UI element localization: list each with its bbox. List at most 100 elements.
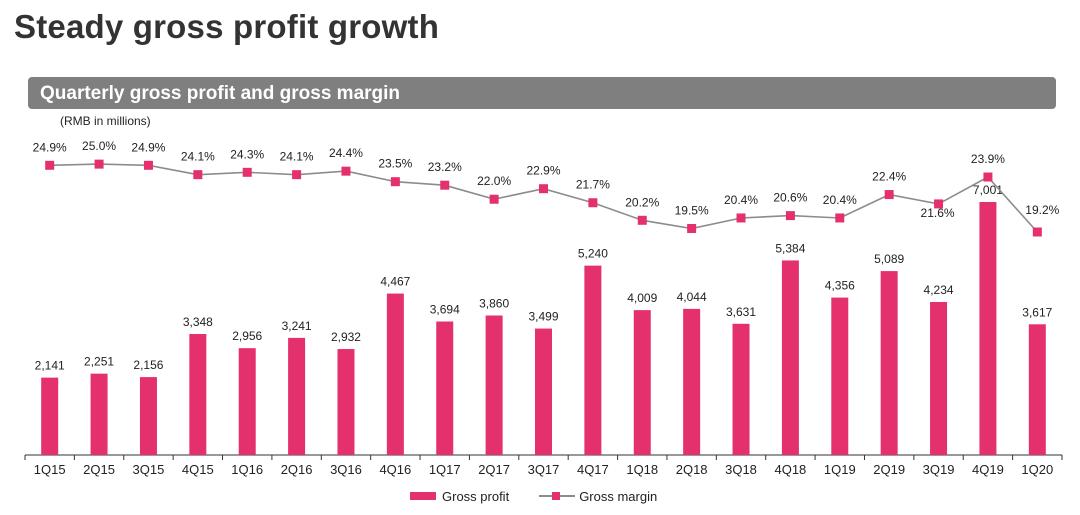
gross-profit-value-label: 4,467 [380,275,410,289]
gross-profit-value-label: 2,156 [133,358,163,372]
gross-profit-bar [633,310,651,455]
gross-margin-value-label: 22.4% [872,170,906,184]
gross-profit-value-label: 5,240 [578,247,608,261]
gross-margin-marker [143,160,153,170]
x-tick-label: 3Q17 [528,462,560,477]
gross-margin-marker [983,172,993,182]
x-tick-label: 2Q16 [281,462,313,477]
section-title: Quarterly gross profit and gross margin [40,83,401,104]
gross-profit-value-label: 3,241 [282,319,312,333]
gross-profit-bar [584,265,602,455]
legend-marker [552,492,561,500]
gross-profit-value-label: 2,141 [35,359,65,373]
gross-margin-marker [242,167,252,177]
x-tick-label: 2Q15 [83,462,115,477]
gross-profit-value-label: 4,356 [825,279,855,293]
gross-margin-marker [390,177,400,187]
gross-margin-marker [687,223,697,233]
x-tick-label: 2Q18 [676,462,708,477]
x-tick-label: 4Q18 [774,462,806,477]
gross-profit-bar [386,293,404,455]
gross-profit-value-label: 3,499 [528,310,558,324]
gross-margin-value-label: 25.0% [82,139,116,153]
x-tick-label: 4Q19 [972,462,1004,477]
gross-margin-value-label: 20.2% [625,195,659,209]
gross-margin-marker [489,194,499,204]
x-tick-label: 3Q18 [725,462,757,477]
gross-margin-marker [539,184,548,194]
x-tick-label: 3Q15 [133,462,165,477]
gross-profit-bar [979,202,997,455]
x-tick-label: 4Q17 [577,462,609,477]
legend-gross-margin-label: Gross margin [579,488,658,504]
legend-line-swatch [539,491,576,501]
gross-margin-marker [785,211,795,221]
gross-margin-marker [45,160,55,170]
legend-gross-profit-label: Gross profit [442,488,510,504]
x-tick-label: 1Q16 [231,462,263,477]
gross-profit-bar [781,260,799,455]
gross-profit-value-label: 3,860 [479,297,509,311]
gross-profit-value-label: 3,631 [726,305,756,319]
gross-margin-value-label: 20.4% [823,193,857,207]
x-tick-label: 1Q15 [34,462,66,477]
x-tick-label: 3Q19 [923,462,955,477]
gross-profit-value-label: 3,348 [183,315,213,329]
gross-margin-value-label: 24.9% [33,140,67,154]
page-title: Steady gross profit growth [14,8,440,45]
gross-margin-value-label: 23.9% [971,152,1005,166]
gross-profit-bar [1028,324,1046,455]
x-tick-label: 1Q18 [626,462,658,477]
gross-margin-value-label: 23.2% [428,160,462,174]
gross-margin-value-label: 22.9% [526,164,560,178]
x-tick-label: 1Q19 [824,462,856,477]
gross-margin-marker [94,159,104,169]
gross-profit-bar [485,315,503,455]
gross-margin-value-label: 19.2% [1025,203,1059,217]
gross-margin-marker [1032,227,1042,237]
gross-profit-value-label: 5,384 [775,241,805,255]
gross-margin-marker [193,170,203,180]
gross-margin-value-label: 20.6% [773,191,807,205]
unit-note: (RMB in millions) [60,114,151,128]
x-tick-label: 2Q17 [478,462,510,477]
x-tick-label: 3Q16 [330,462,362,477]
gross-profit-value-label: 4,009 [627,291,657,305]
gross-profit-bar [436,321,454,455]
gross-profit-value-label: 3,694 [430,303,460,317]
gross-profit-value-label: 4,044 [677,290,707,304]
gross-margin-value-label: 21.7% [576,178,610,192]
section-header-bar: Quarterly gross profit and gross margin [28,77,1056,109]
chart-legend: Gross profit Gross margin [410,487,657,505]
gross-margin-marker [835,213,845,223]
gross-profit-value-label: 5,089 [874,252,904,266]
gross-margin-marker [440,180,450,190]
x-tick-label: 4Q15 [182,462,214,477]
gross-profit-bar [90,373,108,455]
gross-margin-value-label: 21.6% [921,206,955,220]
gross-margin-marker [292,170,302,180]
x-tick-label: 4Q16 [379,462,411,477]
gross-margin-value-label: 24.3% [230,147,264,161]
gross-profit-bar [535,328,552,455]
gross-margin-marker [588,198,598,208]
gross-margin-value-label: 19.5% [675,203,709,217]
gross-profit-value-label: 4,234 [924,283,954,297]
gross-profit-value-label: 3,617 [1022,305,1052,319]
gross-margin-marker [637,215,647,225]
gross-profit-bar [683,308,701,455]
gross-margin-marker [934,199,944,209]
gross-profit-bar [831,297,849,455]
gross-margin-value-label: 22.0% [477,174,511,188]
gross-profit-value-label: 2,956 [232,329,262,343]
gross-margin-value-label: 23.5% [378,157,412,171]
gross-profit-bar [288,337,306,455]
gross-profit-bar [41,377,59,455]
gross-profit-bar [189,334,207,455]
gross-profit-bar [139,377,157,455]
gross-margin-value-label: 24.9% [131,140,165,154]
gross-profit-bar [238,348,256,455]
gross-margin-value-label: 24.4% [329,146,363,160]
gross-profit-value-label: 2,932 [331,330,361,344]
